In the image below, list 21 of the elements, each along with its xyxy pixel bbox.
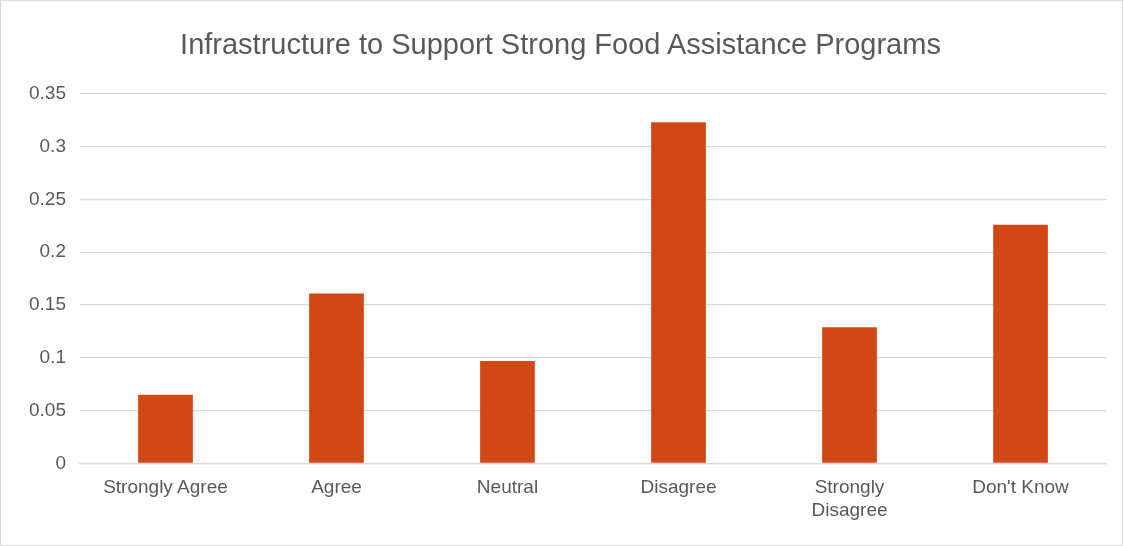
- bar: [138, 394, 193, 463]
- y-tick-label: 0.05: [29, 398, 66, 420]
- y-tick-label: 0.15: [29, 293, 66, 315]
- y-tick-label: 0.1: [39, 346, 66, 368]
- bar: [993, 224, 1048, 463]
- bar: [822, 327, 877, 463]
- bar: [309, 293, 364, 463]
- x-tick-label: Disagree: [640, 475, 717, 497]
- chart-title: Infrastructure to Support Strong Food Assistance Programs: [180, 28, 941, 61]
- y-tick-label: 0.3: [39, 134, 66, 156]
- bar: [651, 122, 706, 463]
- bar: [480, 361, 535, 463]
- y-tick-label: 0.25: [29, 187, 66, 209]
- y-tick-label: 0.35: [29, 82, 66, 104]
- x-tick-label: Neutral: [476, 475, 539, 497]
- x-tick-label: Strongly Agree: [103, 475, 228, 497]
- y-tick-label: 0: [55, 451, 66, 473]
- y-tick-label: 0.2: [39, 240, 66, 262]
- x-tick-label: Agree: [311, 475, 362, 497]
- x-tick-label: Don't Know: [972, 475, 1070, 497]
- x-tick-label: Strongly Disagree: [811, 475, 888, 521]
